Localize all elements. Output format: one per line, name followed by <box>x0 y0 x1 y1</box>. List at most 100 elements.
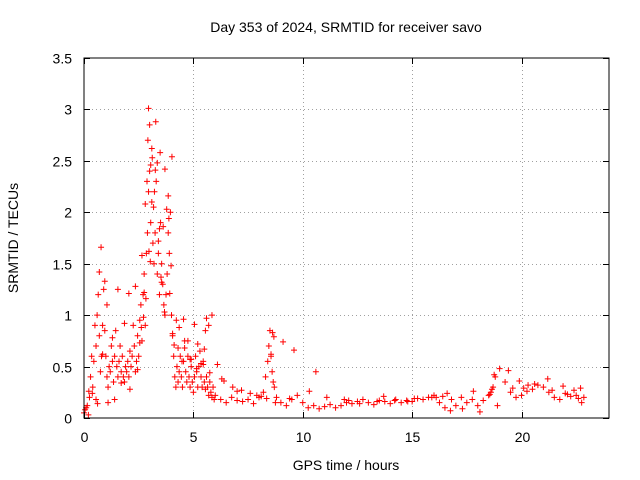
data-point <box>458 394 465 401</box>
data-point <box>142 201 149 208</box>
data-point <box>149 240 156 247</box>
data-point <box>160 223 167 230</box>
data-point <box>198 373 205 380</box>
data-point <box>206 379 213 385</box>
data-point <box>269 329 276 336</box>
data-point <box>494 402 501 409</box>
y-tick-label: 1 <box>64 308 72 324</box>
data-point <box>544 375 551 382</box>
data-point <box>171 373 178 380</box>
data-point <box>171 341 178 348</box>
axis-ticks: 0 5 10 15 20 0 0.5 1 1.5 2 2.5 3 3.5 <box>53 51 609 445</box>
data-point <box>567 393 574 400</box>
data-point <box>374 398 381 405</box>
data-point <box>291 347 297 354</box>
data-point <box>268 351 275 358</box>
data-point <box>179 384 186 391</box>
data-point <box>283 402 290 409</box>
data-point <box>155 250 162 257</box>
data-point <box>234 388 241 395</box>
data-point <box>545 389 552 396</box>
data-point <box>146 168 153 175</box>
data-point <box>91 322 98 329</box>
data-point <box>214 361 221 368</box>
data-point <box>201 346 208 353</box>
data-point <box>165 192 172 199</box>
data-point <box>551 394 558 401</box>
data-point <box>99 322 106 329</box>
data-point <box>181 345 188 352</box>
data-point <box>93 343 100 349</box>
data-point <box>98 244 105 251</box>
data-point <box>186 373 192 380</box>
data-point <box>175 379 182 385</box>
data-point <box>152 118 159 125</box>
y-tick-label: 0.5 <box>53 360 73 376</box>
data-point <box>119 353 126 360</box>
data-point <box>312 368 319 375</box>
data-point <box>140 314 147 321</box>
data-point <box>491 371 498 378</box>
data-point <box>173 317 180 324</box>
data-point <box>327 401 334 408</box>
data-point <box>441 404 448 411</box>
data-point <box>114 286 121 293</box>
data-point <box>529 386 536 393</box>
data-point <box>165 215 172 222</box>
data-point <box>269 368 276 375</box>
data-point <box>170 353 177 360</box>
data-point <box>168 153 175 160</box>
data-point <box>112 327 119 334</box>
data-point <box>205 392 212 399</box>
data-point <box>187 356 194 363</box>
data-point <box>156 225 163 232</box>
data-point <box>485 392 492 399</box>
data-point <box>99 351 106 358</box>
data-point <box>102 353 109 360</box>
data-point <box>398 399 405 406</box>
data-point <box>166 290 173 297</box>
data-point <box>118 368 125 375</box>
data-point <box>133 358 140 365</box>
data-point <box>108 343 115 349</box>
data-point <box>556 396 563 403</box>
data-point <box>123 368 130 375</box>
data-point <box>271 384 278 391</box>
data-point <box>121 379 128 385</box>
data-point <box>502 379 509 385</box>
data-point <box>474 402 481 409</box>
data-point <box>175 345 182 352</box>
data-point <box>177 353 184 360</box>
data-point <box>142 322 149 329</box>
data-point <box>147 258 154 265</box>
data-point <box>95 291 102 298</box>
data-point <box>488 386 495 393</box>
data-point <box>152 229 159 236</box>
data-point <box>157 149 164 156</box>
data-point <box>152 167 159 174</box>
data-point <box>144 137 151 144</box>
data-point <box>272 399 279 406</box>
data-point <box>459 405 466 412</box>
data-point <box>516 377 523 384</box>
data-point <box>166 250 173 257</box>
data-point <box>238 387 245 394</box>
plot-frame <box>83 57 610 419</box>
data-point <box>575 395 582 402</box>
data-point <box>94 312 101 319</box>
data-point <box>505 367 512 374</box>
data-point <box>173 363 180 370</box>
data-point <box>110 379 117 385</box>
data-point <box>126 348 133 355</box>
data-point <box>165 229 172 236</box>
data-point <box>146 121 153 128</box>
data-point <box>151 188 158 195</box>
data-point <box>145 105 152 112</box>
data-point <box>144 229 151 236</box>
data-point <box>341 396 348 403</box>
data-point <box>265 343 272 349</box>
data-point <box>321 403 328 410</box>
data-point <box>264 358 271 365</box>
data-point <box>203 315 210 322</box>
